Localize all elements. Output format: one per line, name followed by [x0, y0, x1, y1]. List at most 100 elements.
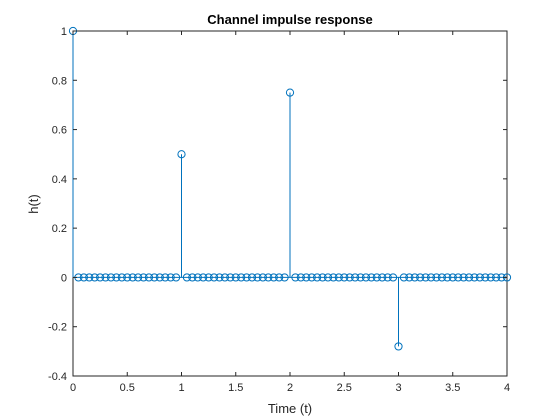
stem-marker: [166, 273, 175, 282]
stem-marker: [269, 273, 278, 282]
stem-marker: [258, 273, 267, 282]
stem-marker: [209, 273, 219, 282]
stem-marker: [481, 273, 490, 282]
stem-marker: [96, 273, 105, 282]
stem-marker: [432, 273, 441, 282]
stem-marker: [367, 273, 376, 282]
x-tick-label: 1: [178, 382, 184, 394]
stem-marker: [340, 273, 349, 282]
x-tick-label: 4: [504, 382, 510, 394]
stem-marker: [161, 273, 170, 282]
stem-marker: [486, 273, 495, 282]
stem-marker: [426, 273, 436, 282]
stem-marker: [492, 273, 501, 282]
stem-marker: [134, 273, 143, 282]
stem-marker: [199, 273, 208, 282]
stem-marker: [226, 273, 235, 282]
y-tick-label: 1: [61, 26, 67, 38]
stem-marker: [459, 273, 468, 282]
x-tick-label: 3.5: [445, 382, 460, 394]
stem-marker: [378, 273, 387, 282]
stem-marker: [220, 273, 229, 282]
stem-marker: [464, 273, 474, 282]
stem-marker: [356, 273, 365, 282]
y-axis-label: h(t): [26, 194, 41, 214]
stem-marker: [204, 273, 213, 282]
stem-marker: [85, 273, 94, 282]
y-tick-label: 0.4: [52, 174, 67, 186]
y-tick-label: 0.6: [52, 125, 67, 137]
stem-marker: [291, 273, 300, 282]
stem-marker: [155, 273, 164, 282]
stem-marker: [123, 273, 132, 282]
stem-marker: [253, 273, 262, 282]
stem-marker: [237, 273, 246, 282]
stem-marker: [443, 273, 452, 282]
stem-marker: [388, 273, 398, 282]
stem-marker: [285, 88, 295, 97]
stem-marker: [405, 273, 414, 282]
stem-marker: [144, 273, 154, 282]
stem-marker: [231, 273, 240, 282]
y-tick-label: 0.8: [52, 75, 67, 87]
stem-marker: [437, 273, 446, 282]
stem-marker: [296, 273, 305, 282]
stem-marker: [448, 273, 457, 282]
stem-marker: [280, 273, 289, 282]
stem-marker: [182, 273, 192, 282]
stem-marker: [117, 273, 126, 282]
stem-marker: [247, 273, 257, 282]
stem-marker: [106, 273, 116, 282]
y-tick-label: -0.2: [48, 322, 67, 334]
x-axis-ticks: 0 0.5 1 1.5 2 2.5 3 3.5 4: [70, 31, 510, 394]
x-tick-label: 0.5: [120, 382, 135, 394]
stem-marker: [177, 150, 186, 159]
stem-marker: [351, 273, 360, 282]
x-tick-label: 1.5: [228, 382, 243, 394]
stem-marker: [101, 273, 110, 282]
stem-marker: [454, 273, 463, 282]
stem-marker: [329, 273, 338, 282]
stem-marker: [372, 273, 381, 282]
stem-marker: [242, 273, 251, 282]
stem-marker: [128, 273, 137, 282]
stem-marker: [275, 273, 284, 282]
stem-marker: [475, 273, 484, 282]
stem-marker: [90, 273, 99, 282]
stem-marker: [318, 273, 327, 282]
stem-marker: [313, 273, 322, 282]
stem-marker: [139, 273, 148, 282]
stem-marker: [361, 273, 371, 282]
chart-title: Channel impulse response: [207, 12, 372, 27]
x-tick-label: 2.5: [337, 382, 352, 394]
y-tick-label: 0.2: [52, 223, 67, 235]
stem-marker: [383, 273, 392, 282]
stem-marker: [193, 273, 202, 282]
stem-marker: [410, 273, 419, 282]
y-axis-ticks: -0.4 -0.2 0 0.2 0.4 0.6 0.8 1: [48, 26, 507, 383]
stem-marker: [470, 273, 479, 282]
stem-marker: [394, 342, 403, 351]
stem-marker: [421, 273, 430, 282]
stem-marker: [171, 273, 181, 282]
y-tick-label: 0: [61, 272, 67, 284]
stem-marker: [150, 273, 159, 282]
stem-marker: [302, 273, 311, 282]
x-tick-label: 3: [395, 382, 401, 394]
x-tick-label: 2: [287, 382, 293, 394]
stem-marker: [334, 273, 343, 282]
stem-marker: [307, 273, 316, 282]
x-tick-label: 0: [70, 382, 76, 394]
x-axis-label: Time (t): [268, 401, 312, 416]
stem-marker: [264, 273, 273, 282]
stem-marker: [188, 273, 197, 282]
stem-marker: [323, 273, 333, 282]
stem-marker: [399, 273, 409, 282]
stem-marker: [416, 273, 425, 282]
stem-marker: [79, 273, 88, 282]
stem-marker: [112, 273, 121, 282]
y-tick-label: -0.4: [48, 371, 67, 383]
stem-marker: [345, 273, 354, 282]
stem-marker: [215, 273, 224, 282]
